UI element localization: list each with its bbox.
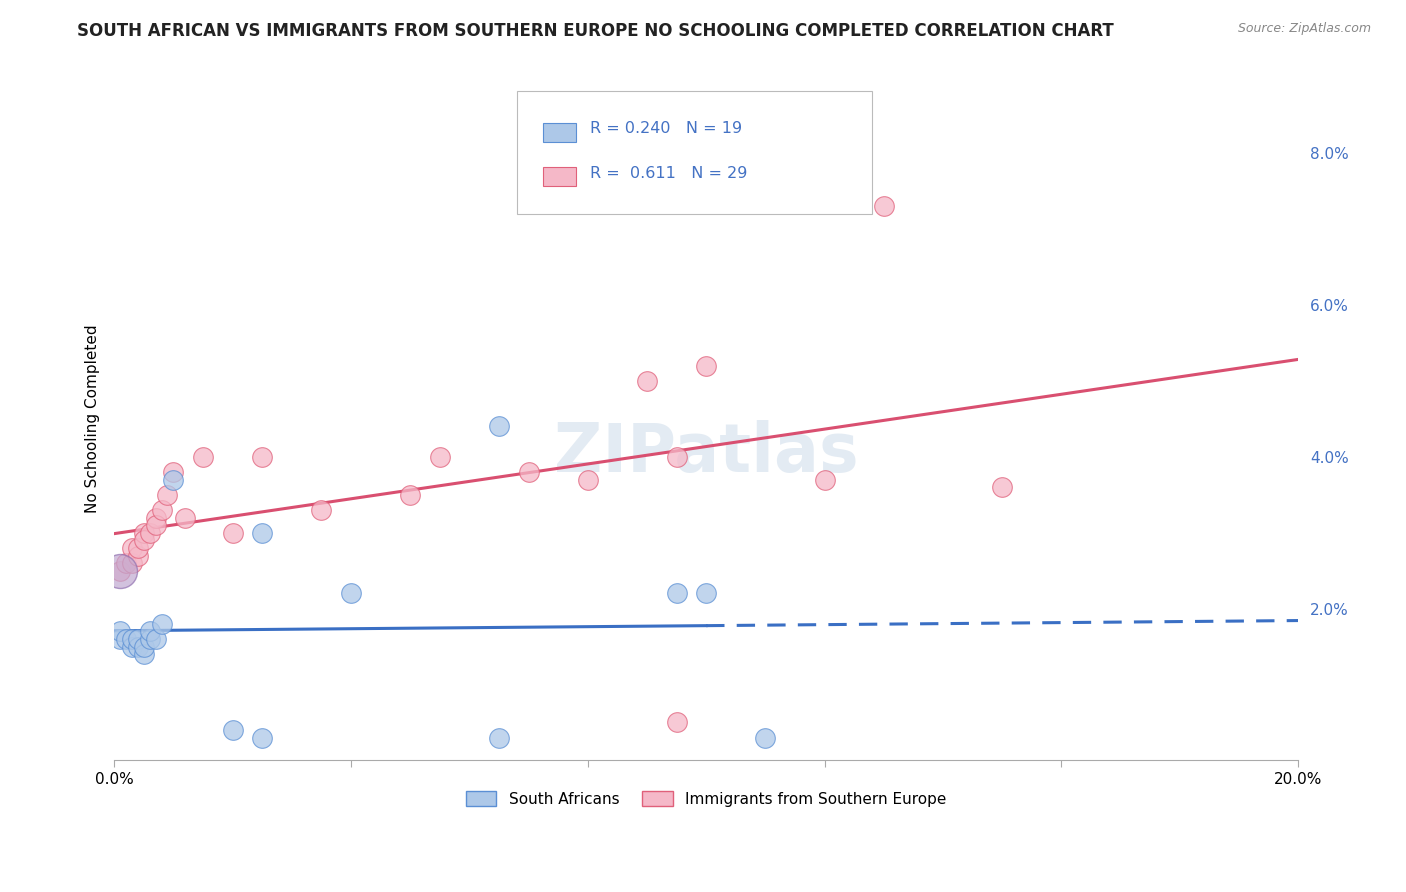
Point [150,503,173,517]
Point [311,503,333,517]
Point [156,488,179,502]
Point [145,510,167,524]
Point [150,616,173,631]
FancyBboxPatch shape [517,91,872,214]
Point [132,647,155,661]
Point [138,624,160,639]
Text: ZIPatlas: ZIPatlas [554,420,859,486]
Point [121,541,143,555]
Point [162,473,184,487]
Point [636,374,658,388]
Point [127,632,149,646]
Point [132,533,155,548]
Point [250,450,273,464]
Point [221,525,243,540]
Point [813,473,835,487]
Point [576,473,599,487]
Text: R = 0.240   N = 19: R = 0.240 N = 19 [591,121,742,136]
FancyBboxPatch shape [543,167,576,186]
Point [174,510,197,524]
Point [121,556,143,570]
Point [138,632,160,646]
Point [138,525,160,540]
Point [665,715,688,730]
Text: R =  0.611   N = 29: R = 0.611 N = 29 [591,166,748,180]
Point [340,586,363,600]
Point [517,465,540,479]
Point [754,731,776,745]
Point [399,488,422,502]
Point [121,640,143,654]
Text: SOUTH AFRICAN VS IMMIGRANTS FROM SOUTHERN EUROPE NO SCHOOLING COMPLETED CORRELAT: SOUTH AFRICAN VS IMMIGRANTS FROM SOUTHER… [77,22,1114,40]
Legend: South Africans, Immigrants from Southern Europe: South Africans, Immigrants from Southern… [458,783,955,814]
Point [127,541,149,555]
Point [488,419,510,434]
Point [132,640,155,654]
Point [145,518,167,533]
Point [250,525,273,540]
Point [250,731,273,745]
Point [665,586,688,600]
Y-axis label: No Schooling Completed: No Schooling Completed [86,325,100,513]
Point [665,450,688,464]
Point [429,450,451,464]
Point [873,199,896,213]
Point [695,586,717,600]
Point [108,564,131,578]
Point [115,556,138,570]
Point [162,465,184,479]
Point [127,640,149,654]
Text: Source: ZipAtlas.com: Source: ZipAtlas.com [1237,22,1371,36]
Point [115,632,138,646]
Point [695,359,717,373]
Point [108,624,131,639]
Point [127,549,149,563]
Point [191,450,214,464]
Point [221,723,243,737]
Point [121,632,143,646]
FancyBboxPatch shape [543,122,576,142]
Point [108,632,131,646]
Point [991,480,1014,494]
Point [488,731,510,745]
Point [132,525,155,540]
Point [145,632,167,646]
Point [108,564,131,578]
